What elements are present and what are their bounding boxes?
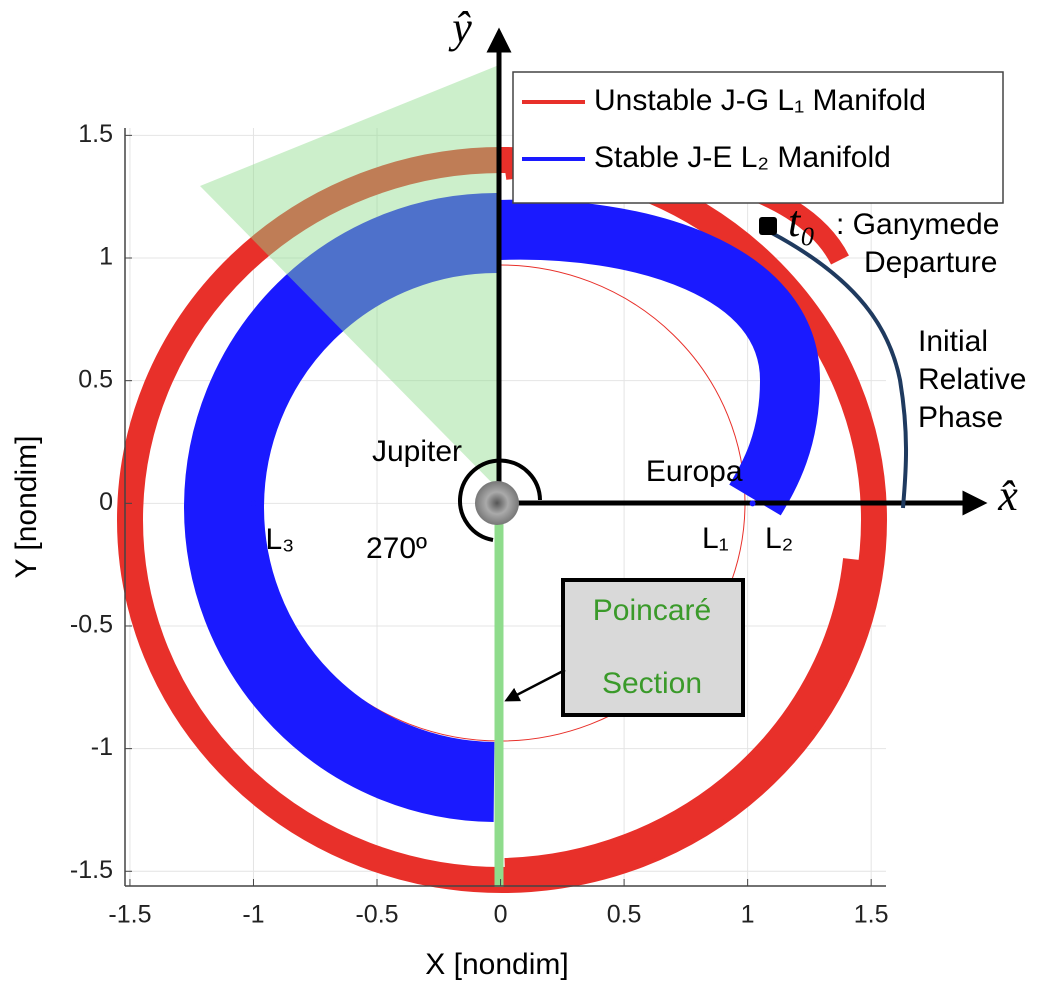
annotation-t0: t₀ [788,197,816,246]
y-tick-label: -0.5 [70,611,113,639]
section-arrow [504,668,566,702]
x-tick-label: -1.5 [108,901,151,929]
angle-arc [458,458,542,542]
annotation-y-axis: ŷ [448,3,472,52]
y-axis-label: Y [nondim] [10,436,43,579]
x-tick-label: 0 [494,901,508,929]
y-tick-label: 1 [99,243,113,271]
x-tick-label: 0.5 [607,901,642,929]
annotation-phase-3: Phase [918,401,1003,434]
jupiter [475,481,519,525]
legend-box [512,71,1004,204]
annotation-departure-1: : Ganymede [836,208,999,241]
y-tick-label: -1.5 [70,856,113,884]
section-box [561,578,745,717]
axes-frame [124,128,886,887]
point [250,500,257,507]
poincare-wedge [200,65,499,490]
phase-curve [769,230,908,509]
manifolds [117,27,988,893]
annotation-phase-1: Initial [918,325,988,358]
unstable-manifold-lower [504,558,877,892]
annotation-section-1: Poincaré [593,594,711,627]
legend-label: Stable J-E L₂ Manifold [594,141,891,174]
annotation-l1: L₁ [702,522,729,555]
x-tick-label: 1 [741,901,755,929]
point [749,500,756,507]
x-tick-label: -1 [242,901,264,929]
annotation-jupiter: Jupiter [372,435,462,468]
stable-manifold-right [497,199,821,516]
legend: Unstable J-G L₁ Manifold Stable J-E L₂ Ma… [512,71,1004,204]
annotation-angle: 270º [366,532,427,565]
y-tick-label: 1.5 [78,120,113,148]
y-tick-label: -1 [91,733,113,761]
departure-marker [759,217,777,235]
y-tick-label: 0 [99,488,113,516]
stable-manifold [184,192,500,822]
annotation-departure-2: Departure [864,246,997,279]
x-axis-label: X [nondim] [425,948,568,981]
y-tick-label: 0.5 [78,365,113,393]
point-label: L₃ [265,523,294,556]
legend-label: Unstable J-G L₁ Manifold [594,84,926,117]
annotation-x-axis: x̂ [997,471,1018,520]
point-label: Europa [646,455,743,488]
annotation-l2: L₂ [765,522,793,555]
x-tick-label: 1.5 [854,901,889,929]
annotation-section-2: Section [602,667,702,700]
x-tick-label: -0.5 [355,901,398,929]
annotation-phase-2: Relative [918,363,1026,396]
